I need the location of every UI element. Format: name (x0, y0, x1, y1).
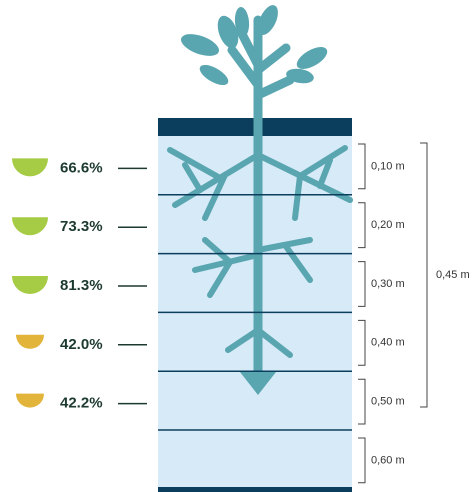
depth-bracket (358, 319, 366, 366)
plant (167, 5, 353, 395)
depth-bracket (358, 202, 366, 249)
total-bracket (420, 142, 428, 408)
bowl-icon (12, 217, 48, 236)
soil-bottom (158, 487, 352, 492)
depth-label: 0,40 m (371, 337, 405, 349)
bowl-icon (12, 276, 48, 294)
depth-label: 0,10 m (371, 160, 405, 172)
depth-bracket (358, 261, 366, 307)
bowl-icon (12, 158, 48, 177)
bowl-icon (16, 393, 44, 408)
depth-label: 0,20 m (371, 219, 405, 231)
depth-label: 0,50 m (371, 396, 405, 408)
percent-label: 81.3% (60, 277, 103, 294)
percent-label: 42.2% (60, 395, 103, 412)
bowl-icon (16, 334, 44, 349)
percent-label: 66.6% (60, 159, 103, 176)
depth-bracket (358, 143, 366, 190)
percent-label: 42.0% (60, 336, 103, 353)
depth-label: 0,60 m (371, 454, 405, 466)
percent-label: 73.3% (60, 218, 103, 235)
depth-bracket (358, 437, 366, 484)
total-depth: 0,45 m (436, 269, 470, 281)
depth-label: 0,30 m (371, 278, 405, 290)
depth-bracket (358, 378, 366, 425)
